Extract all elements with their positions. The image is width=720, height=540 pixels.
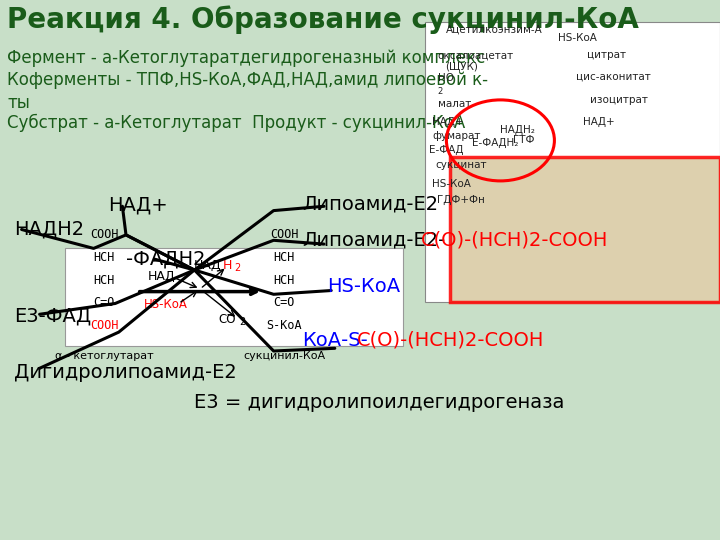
Text: 2: 2 xyxy=(234,263,240,273)
Text: Е-ФАД: Е-ФАД xyxy=(429,145,464,155)
Text: COOH: COOH xyxy=(90,319,119,332)
Text: HCH: HCH xyxy=(274,274,295,287)
Text: ГДФ+Фн: ГДФ+Фн xyxy=(437,195,485,205)
Text: НАД: НАД xyxy=(148,270,176,283)
Text: оксалоацетат: оксалоацетат xyxy=(438,50,514,60)
Text: Н: Н xyxy=(223,259,233,272)
Text: Дигидролипоамид-Е2: Дигидролипоамид-Е2 xyxy=(14,363,237,382)
Text: S-КоА: S-КоА xyxy=(266,319,302,332)
Text: цис-аконитат: цис-аконитат xyxy=(576,72,651,82)
Text: НАД+: НАД+ xyxy=(108,195,168,215)
Text: сукцинат: сукцинат xyxy=(436,160,487,170)
Text: HCH: HCH xyxy=(274,251,295,264)
Text: α - кетоглутарат: α - кетоглутарат xyxy=(55,352,153,361)
Text: HCH: HCH xyxy=(94,251,115,264)
Text: Реакция 4. Образование сукцинил-КоА: Реакция 4. Образование сукцинил-КоА xyxy=(7,5,639,34)
Bar xyxy=(65,248,403,346)
Text: цитрат: цитрат xyxy=(587,50,626,60)
Text: малат: малат xyxy=(438,99,471,109)
Text: Субстрат - а-Кетоглутарат  Продукт - сукцинил-КоА: Субстрат - а-Кетоглутарат Продукт - сукц… xyxy=(7,113,465,132)
Text: C=O: C=O xyxy=(274,296,295,309)
Text: Е3 = дигидролипоилдегидрогеназа: Е3 = дигидролипоилдегидрогеназа xyxy=(194,393,564,412)
Text: изоцитрат: изоцитрат xyxy=(590,95,648,105)
Text: НАДН2: НАДН2 xyxy=(14,220,84,239)
Text: Ацетилкоэнзим-А: Ацетилкоэнзим-А xyxy=(446,24,543,34)
Text: Липоамид-Е2: Липоамид-Е2 xyxy=(302,194,438,214)
Text: НS-КоА: НS-КоА xyxy=(432,179,471,188)
Text: С(О)-(НСН)2-СООН: С(О)-(НСН)2-СООН xyxy=(421,231,608,250)
Text: Е3-ФАД: Е3-ФАД xyxy=(14,306,91,326)
Text: HCH: HCH xyxy=(94,274,115,287)
Text: COOH: COOH xyxy=(270,228,299,241)
Text: НS-КоА: НS-КоА xyxy=(558,33,597,43)
Text: НАД+: НАД+ xyxy=(583,117,615,126)
Text: C=O: C=O xyxy=(94,296,115,309)
Text: С(О)-(НСН)2-СООН: С(О)-(НСН)2-СООН xyxy=(356,330,544,350)
Bar xyxy=(450,157,720,302)
Text: НАДН₂: НАДН₂ xyxy=(500,125,535,134)
Text: -ФАДН2: -ФАДН2 xyxy=(126,249,205,269)
Text: НS-КоА: НS-КоА xyxy=(328,276,401,296)
Text: Е-ФАДН₂: Е-ФАДН₂ xyxy=(472,138,518,148)
Text: Фермент - а-Кетоглутаратдегидрогеназный комплекс: Фермент - а-Кетоглутаратдегидрогеназный … xyxy=(7,49,485,66)
Text: 2: 2 xyxy=(438,87,443,96)
Text: ты: ты xyxy=(7,94,30,112)
Text: Липоамид-Е2-: Липоамид-Е2- xyxy=(302,231,446,250)
Text: КоА-S-: КоА-S- xyxy=(302,330,368,350)
Text: 2: 2 xyxy=(239,317,246,327)
Text: фумарат: фумарат xyxy=(432,131,480,141)
Text: НО: НО xyxy=(438,73,454,83)
Text: сукцинил-КоА: сукцинил-КоА xyxy=(243,352,325,361)
Text: (ЩУК): (ЩУК) xyxy=(445,61,478,71)
Text: ГТФ: ГТФ xyxy=(513,136,535,145)
Bar xyxy=(425,22,720,302)
Text: Коферменты - ТПФ,НS-КоА,ФАД,НАД,амид липоевой к-: Коферменты - ТПФ,НS-КоА,ФАД,НАД,амид лип… xyxy=(7,71,488,89)
Text: COOH: COOH xyxy=(90,228,119,241)
Text: НАД: НАД xyxy=(194,259,221,272)
Text: НАД+: НАД+ xyxy=(432,117,464,126)
Text: НS-КоА: НS-КоА xyxy=(144,298,187,310)
Text: CO: CO xyxy=(219,313,236,326)
